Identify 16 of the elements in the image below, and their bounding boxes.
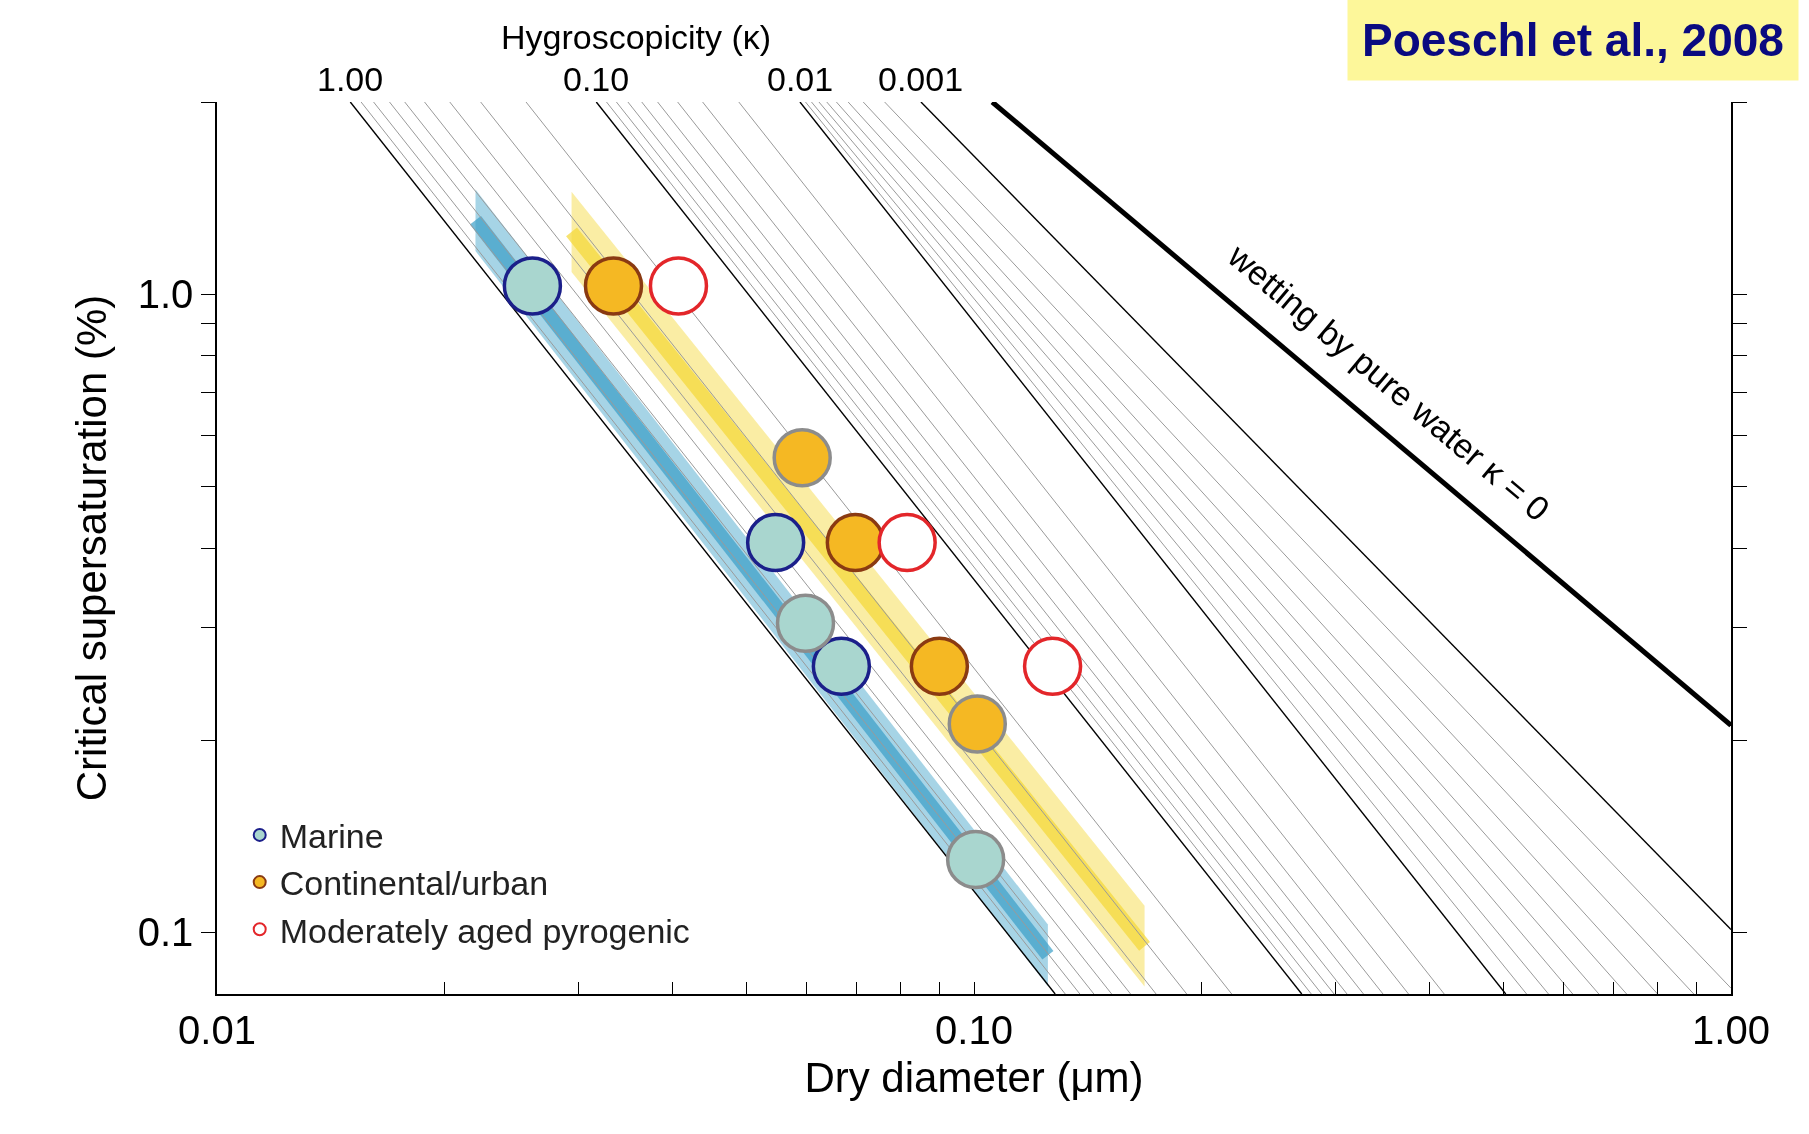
annotation: 0.001 [878, 60, 964, 98]
legend-label: Moderately aged pyrogenic [279, 911, 690, 950]
legend-label: Marine [279, 817, 384, 856]
x2-axis-title: Hygroscopicity (κ) [501, 18, 772, 56]
x-tick-label: 1.00 [1692, 1007, 1770, 1052]
y-tick-label: 0.1 [137, 910, 194, 955]
y-axis-title: Critical supersaturation (%) [67, 294, 115, 802]
x-tick-label: 0.10 [935, 1007, 1013, 1052]
annotation: 0.01 [767, 60, 834, 98]
y-tick-label: 1.0 [137, 272, 194, 317]
text: Poeschl et al., 2008 [1362, 14, 1784, 66]
legend-label: Continental/urban [279, 864, 549, 903]
annotation: 0.10 [563, 60, 630, 98]
annotation: 1.00 [317, 60, 384, 98]
x-axis-title: Dry diameter (μm) [804, 1054, 1144, 1102]
x-tick-label: 0.01 [178, 1007, 256, 1052]
